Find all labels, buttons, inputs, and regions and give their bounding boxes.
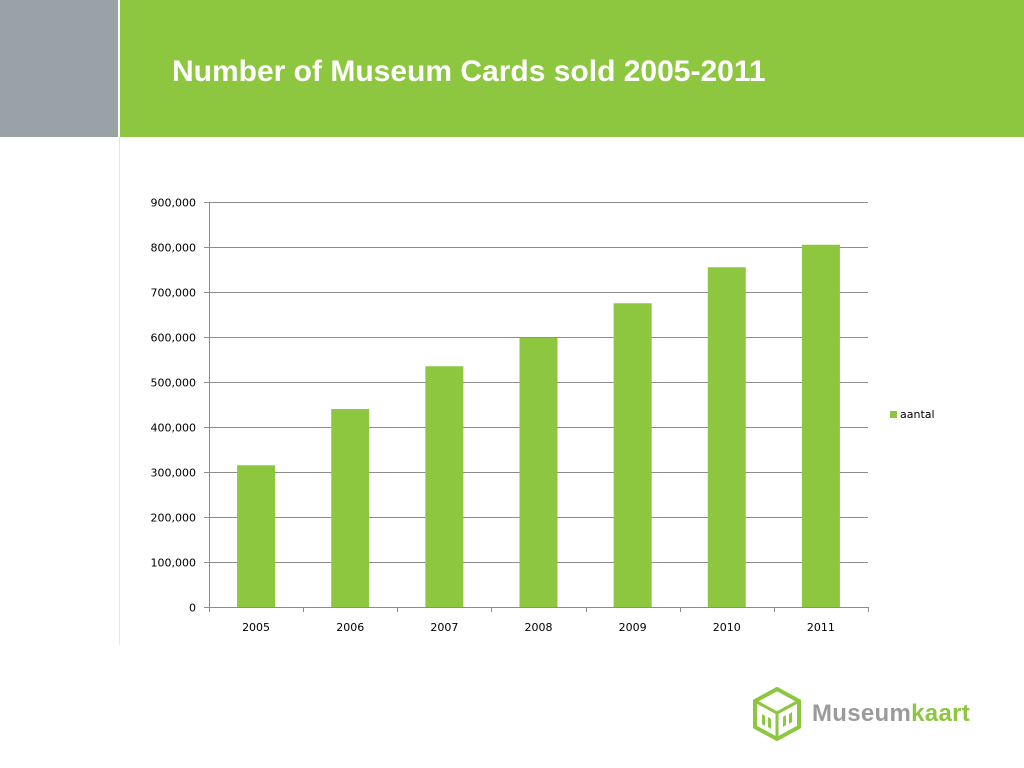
logo-text: Museumkaart [812, 700, 970, 728]
y-tick-label: 500,000 [151, 377, 197, 390]
y-tick-label: 900,000 [151, 197, 197, 210]
header-banner [120, 0, 1024, 137]
bar-2011 [801, 244, 840, 607]
bar-2008 [519, 337, 558, 607]
side-divider [119, 137, 120, 645]
logo-word-museum: Museum [812, 700, 912, 727]
slide-title: Number of Museum Cards sold 2005-2011 [172, 55, 766, 88]
x-tick-label: 2011 [807, 621, 835, 634]
x-tick-label: 2008 [525, 621, 553, 634]
bar-2005 [237, 465, 276, 607]
y-tick-label: 700,000 [151, 287, 197, 300]
bar-2010 [707, 267, 746, 607]
header-grey-block [0, 0, 118, 137]
museumkaart-logo: Museumkaart [752, 686, 970, 742]
legend: aantal [890, 408, 935, 421]
legend-swatch [890, 411, 897, 418]
y-tick-label: 400,000 [151, 422, 197, 435]
y-tick-label: 200,000 [151, 512, 197, 525]
y-tick-label: 100,000 [151, 557, 197, 570]
x-tick-label: 2010 [713, 621, 741, 634]
y-tick-label: 600,000 [151, 332, 197, 345]
legend-label: aantal [900, 408, 935, 421]
tick-labels: 0 100,000 200,000 300,000 400,000 500,000 600,… [151, 197, 835, 635]
bars [237, 244, 840, 607]
axes [204, 202, 869, 612]
museumkaart-cube-icon [753, 686, 801, 742]
y-tick-label: 300,000 [151, 467, 197, 480]
x-tick-label: 2009 [619, 621, 647, 634]
bar-2007 [425, 366, 464, 607]
y-tick-label: 800,000 [151, 242, 197, 255]
bar-2009 [613, 303, 652, 607]
x-tick-label: 2007 [430, 621, 458, 634]
x-tick-label: 2005 [242, 621, 270, 634]
x-tick-label: 2006 [336, 621, 364, 634]
logo-word-kaart: kaart [911, 700, 971, 727]
bar-2006 [331, 409, 370, 607]
y-tick-label: 0 [189, 602, 196, 615]
